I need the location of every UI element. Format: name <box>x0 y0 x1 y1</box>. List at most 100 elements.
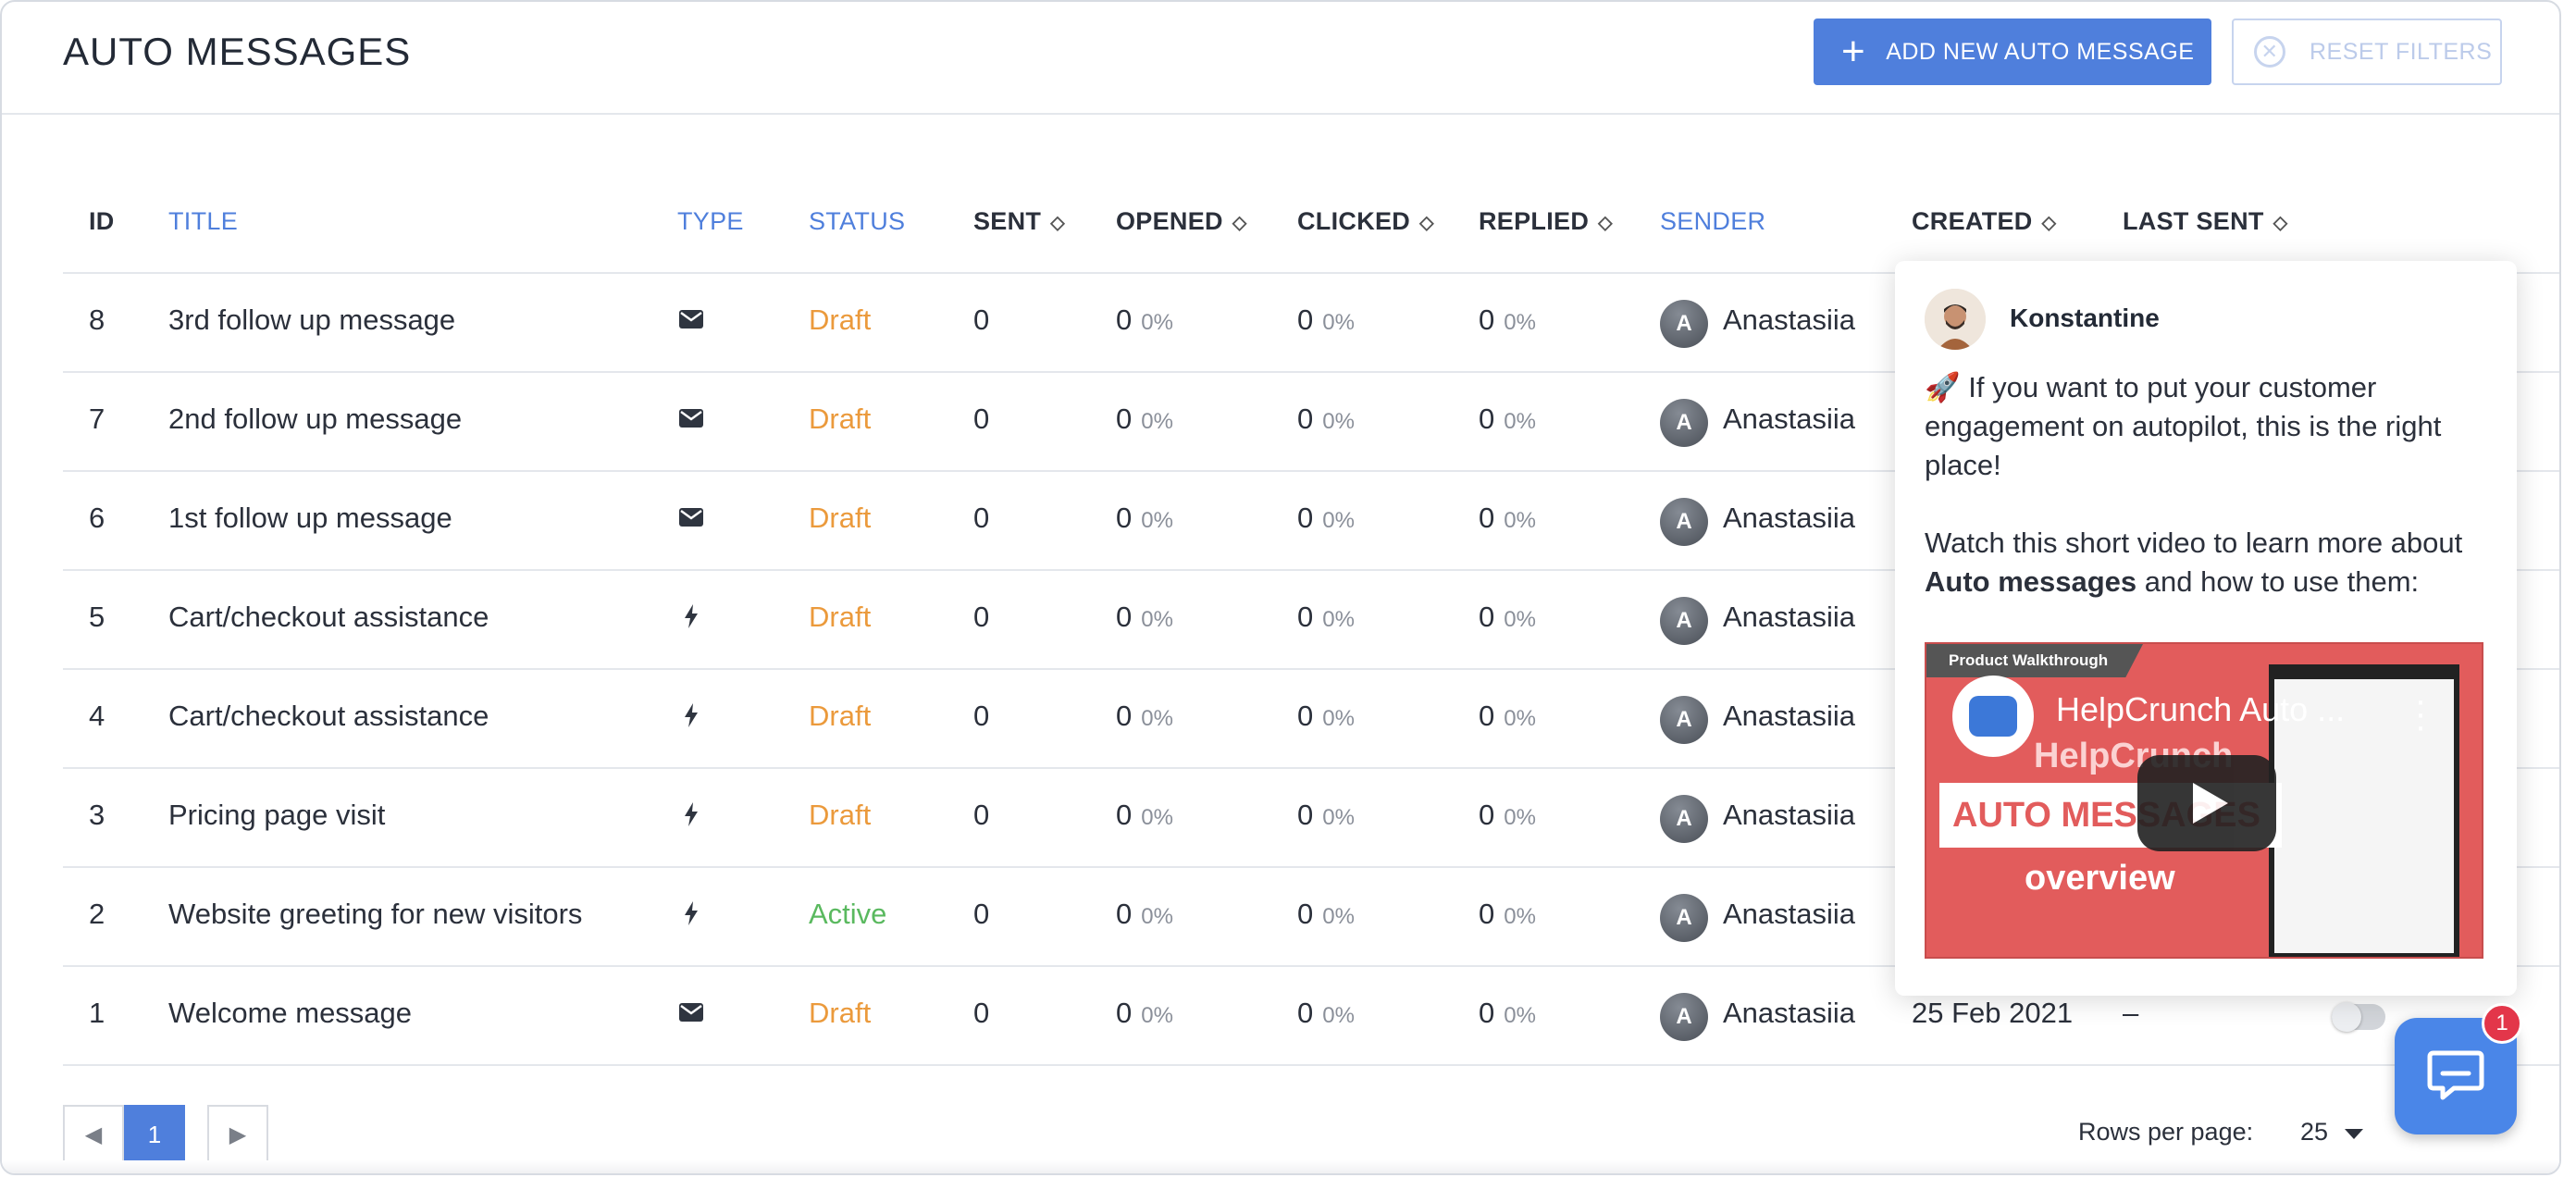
row-id: 5 <box>89 601 105 633</box>
add-auto-message-button[interactable]: + ADD NEW AUTO MESSAGE <box>1814 19 2211 85</box>
column-status-filter[interactable]: STATUS <box>809 207 906 235</box>
row-sent: 0 <box>973 997 990 1029</box>
plus-icon: + <box>1841 29 1866 74</box>
row-opened: 0 0% <box>1116 304 1173 336</box>
row-id: 8 <box>89 304 105 336</box>
page-title: AUTO MESSAGES <box>63 30 412 73</box>
rocket-icon: 🚀 <box>1925 371 1961 403</box>
row-sent: 0 <box>973 601 990 633</box>
lightning-icon <box>677 800 705 828</box>
row-clicked: 0 0% <box>1297 601 1355 633</box>
row-replied: 0 0% <box>1479 898 1536 930</box>
more-vertical-icon[interactable]: · · · <box>2414 680 2427 747</box>
chat-popup-message: Konstantine 🚀 If you want to put your cu… <box>1895 261 2517 996</box>
row-created: 25 Feb 2021 <box>1912 997 2074 1029</box>
page-button-1[interactable]: 1 <box>124 1105 185 1164</box>
column-clicked-sort[interactable]: CLICKED ◇ <box>1297 207 1434 235</box>
row-sent: 0 <box>973 799 990 831</box>
header-divider <box>63 272 2559 274</box>
video-title: HelpCrunch Auto ... <box>2056 690 2346 728</box>
prev-page-button[interactable]: ◀ <box>63 1105 124 1164</box>
row-opened: 0 0% <box>1116 700 1173 732</box>
reset-filters-button[interactable]: ✕ RESET FILTERS <box>2232 19 2502 85</box>
row-title[interactable]: 1st follow up message <box>168 502 452 534</box>
row-status: Draft <box>809 799 872 831</box>
helpcrunch-logo-icon <box>1952 676 2034 757</box>
row-status: Draft <box>809 601 872 633</box>
chat-bubble-icon <box>2427 1050 2484 1100</box>
caret-down-icon[interactable] <box>2345 1129 2363 1139</box>
sort-icon: ◇ <box>2273 212 2288 233</box>
popup-message-1: If you want to put your customer engagem… <box>1925 371 2442 481</box>
video-thumbnail[interactable]: Product Walkthrough HelpCrunch AUTO MESS… <box>1925 642 2483 959</box>
popup-message-2-bold: Auto messages <box>1925 565 2137 598</box>
row-id: 3 <box>89 799 105 831</box>
table-header: ID TITLE TYPE STATUS SENT ◇ OPENED ◇ CLICK… <box>63 187 2559 261</box>
row-sent: 0 <box>973 502 990 534</box>
row-replied: 0 0% <box>1479 601 1536 633</box>
rows-per-page-label: Rows per page: <box>2078 1118 2254 1146</box>
column-opened-sort[interactable]: OPENED ◇ <box>1116 207 1247 235</box>
status-toggle[interactable] <box>2332 1002 2385 1032</box>
row-status: Draft <box>809 403 872 435</box>
row-id: 4 <box>89 700 105 732</box>
sender-name: Anastasiia <box>1723 799 1856 831</box>
sort-icon: ◇ <box>2041 212 2057 233</box>
table-row[interactable]: 6 1st follow up message Draft 0 0 0% 0 0% 0 0% A An… <box>63 472 2559 571</box>
row-clicked: 0 0% <box>1297 502 1355 534</box>
column-created-sort[interactable]: CREATED ◇ <box>1912 207 2057 235</box>
table-row[interactable]: 8 3rd follow up message Draft 0 0 0% 0 0% 0 0% A An… <box>63 274 2559 373</box>
rows-per-page-select[interactable]: 25 <box>2300 1118 2329 1146</box>
column-title-filter[interactable]: TITLE <box>168 207 239 235</box>
email-icon <box>677 998 705 1026</box>
row-title[interactable]: Cart/checkout assistance <box>168 700 489 732</box>
agent-avatar <box>1925 289 1986 350</box>
table-row[interactable]: 5 Cart/checkout assistance Draft 0 0 0% 0 0% 0 0%… <box>63 571 2559 670</box>
sender-name: Anastasiia <box>1723 502 1856 534</box>
row-sent: 0 <box>973 898 990 930</box>
sender-avatar: A <box>1660 993 1708 1041</box>
chevron-right-icon: ▶ <box>229 1122 247 1147</box>
sender-name: Anastasiia <box>1723 997 1856 1029</box>
sender-name: Anastasiia <box>1723 700 1856 732</box>
table-row[interactable]: 3 Pricing page visit Draft 0 0 0% 0 0% 0 0% A Anast… <box>63 769 2559 868</box>
sort-icon: ◇ <box>1232 212 1247 233</box>
row-opened: 0 0% <box>1116 502 1173 534</box>
row-divider <box>63 668 2559 670</box>
email-icon <box>677 404 705 432</box>
lightning-icon <box>677 602 705 630</box>
row-id: 7 <box>89 403 105 435</box>
table-row[interactable]: 4 Cart/checkout assistance Draft 0 0 0% 0 0% 0 0%… <box>63 670 2559 769</box>
row-clicked: 0 0% <box>1297 403 1355 435</box>
row-title[interactable]: Pricing page visit <box>168 799 386 831</box>
sort-icon: ◇ <box>1050 212 1065 233</box>
play-icon[interactable] <box>2137 755 2276 851</box>
sender-avatar: A <box>1660 300 1708 348</box>
table-row[interactable]: 7 2nd follow up message Draft 0 0 0% 0 0% 0 0% A An… <box>63 373 2559 472</box>
column-last-sent-sort[interactable]: LAST SENT ◇ <box>2123 207 2288 235</box>
row-divider <box>63 371 2559 373</box>
column-replied-sort[interactable]: REPLIED ◇ <box>1479 207 1613 235</box>
next-page-button[interactable]: ▶ <box>207 1105 268 1164</box>
row-title[interactable]: 2nd follow up message <box>168 403 463 435</box>
column-id: ID <box>89 207 115 235</box>
lightning-icon <box>677 701 705 729</box>
column-sent-sort[interactable]: SENT ◇ <box>973 207 1065 235</box>
table-row[interactable]: 2 Website greeting for new visitors Active… <box>63 868 2559 967</box>
row-title[interactable]: Welcome message <box>168 997 413 1029</box>
column-sender-filter[interactable]: SENDER <box>1660 207 1766 235</box>
close-circle-icon: ✕ <box>2254 36 2285 68</box>
table-row[interactable]: 1 Welcome message Draft 0 0 0% 0 0% 0 0% A Anastasi… <box>63 967 2559 1066</box>
row-title[interactable]: Cart/checkout assistance <box>168 601 489 633</box>
row-title[interactable]: Website greeting for new visitors <box>168 898 583 930</box>
chevron-left-icon: ◀ <box>84 1122 103 1147</box>
add-auto-message-label: ADD NEW AUTO MESSAGE <box>1886 38 2195 65</box>
row-title[interactable]: 3rd follow up message <box>168 304 456 336</box>
reset-filters-label: RESET FILTERS <box>2310 38 2493 65</box>
popup-message-2-pre: Watch this short video to learn more abo… <box>1925 527 2463 559</box>
row-replied: 0 0% <box>1479 403 1536 435</box>
chat-widget-button[interactable] <box>2395 1018 2517 1134</box>
column-type-filter[interactable]: TYPE <box>677 207 744 235</box>
top-bar: AUTO MESSAGES + ADD NEW AUTO MESSAGE ✕ R… <box>2 2 2559 115</box>
